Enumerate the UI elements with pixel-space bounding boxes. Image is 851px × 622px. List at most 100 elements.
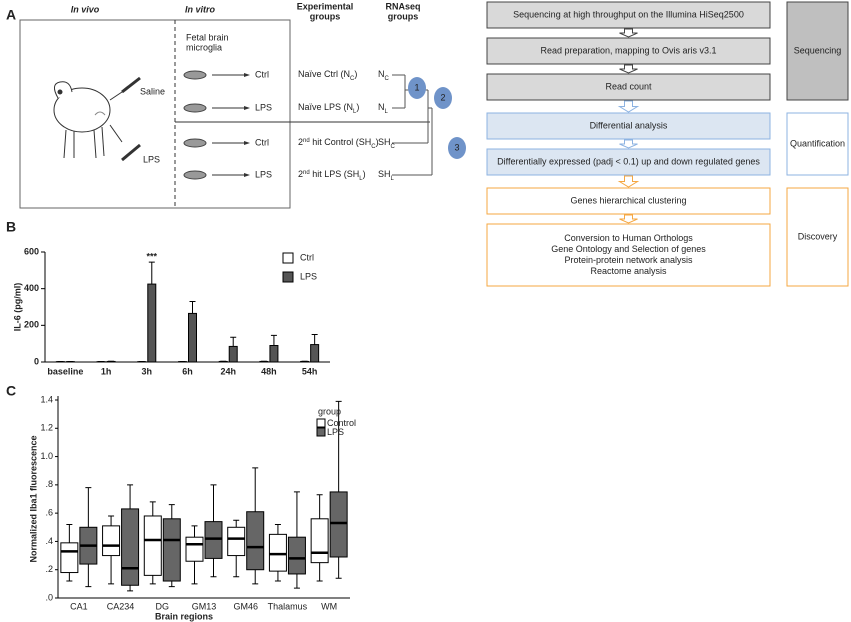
- label: Naïve Ctrl (NC​): [298, 69, 357, 81]
- text-part: nd: [303, 138, 310, 144]
- condition: LPS: [255, 169, 272, 179]
- text-part: L: [385, 109, 389, 115]
- bar: [269, 345, 279, 363]
- panel-label: B: [6, 219, 16, 235]
- text-part: ): [363, 169, 366, 179]
- text-part: ): [376, 137, 379, 147]
- x-tick-label: Thalamus: [268, 601, 308, 611]
- box: [246, 511, 265, 571]
- comparison-node: [408, 77, 426, 99]
- panel-label: A: [6, 7, 16, 23]
- flow-step: [486, 73, 771, 101]
- flow-step-text: Sequencing at high throughput on the Ill…: [513, 9, 744, 19]
- text-part: hit LPS (SH: [310, 169, 360, 179]
- y-tick-label: 1.0: [40, 451, 53, 461]
- text-part: L: [353, 109, 357, 115]
- condition: Ctrl: [255, 137, 269, 147]
- label: NL​: [378, 102, 389, 114]
- dish: [183, 138, 207, 148]
- whisker: [66, 523, 73, 582]
- box: [227, 526, 246, 557]
- whisker: [293, 491, 300, 589]
- x-tick-label: 24h: [220, 366, 236, 376]
- y-tick-label: .0: [45, 592, 53, 602]
- arrow-head: [244, 173, 250, 177]
- error-bar: [230, 336, 237, 347]
- label: NC​: [378, 69, 390, 81]
- panel-a-art: [19, 19, 430, 209]
- x-tick-label: GM46: [233, 601, 258, 611]
- text-part: SH: [378, 137, 391, 147]
- x-tick-label: 54h: [302, 366, 318, 376]
- treatment: LPS: [143, 154, 160, 164]
- text-part: C: [385, 76, 390, 82]
- flow-arrow: [619, 28, 638, 38]
- text-part: 2: [298, 137, 303, 147]
- arrow-head: [244, 73, 250, 77]
- treatment: Saline: [140, 86, 165, 96]
- y-axis-label: IL-6 (pg/ml): [12, 283, 22, 332]
- y-tick-label: 1.4: [40, 394, 53, 404]
- whisker: [168, 504, 175, 588]
- x-tick-label: 48h: [261, 366, 277, 376]
- text-part: N: [378, 102, 385, 112]
- flow-step: [486, 112, 771, 140]
- header: In vivo: [71, 4, 100, 14]
- comparison-label: 2: [440, 92, 445, 102]
- y-tick-label: .2: [45, 564, 53, 574]
- legend-label: LPS: [300, 271, 317, 281]
- comparison-label: 3: [454, 142, 459, 152]
- stage-name: Sequencing: [794, 45, 842, 55]
- comparison-node: [434, 87, 452, 109]
- text-part: L: [359, 176, 363, 182]
- whisker: [252, 467, 259, 585]
- bar: [310, 344, 320, 363]
- label: SHC​: [378, 137, 396, 149]
- text-part: 2: [298, 169, 303, 179]
- legend-label: Control: [327, 418, 356, 428]
- box: [143, 515, 162, 576]
- header: groups: [310, 11, 341, 21]
- text-part: C: [371, 144, 376, 150]
- flow-step-text: Differential analysis: [590, 120, 668, 130]
- x-tick-label: WM: [321, 601, 337, 611]
- flow-step-text: Read preparation, mapping to Ovis aris v…: [540, 45, 716, 55]
- label: 2nd​ hit Control (SHC​): [298, 137, 379, 149]
- flow-step: [486, 148, 771, 176]
- box: [268, 533, 287, 572]
- flow-arrow: [617, 100, 640, 113]
- y-axis-label: Normalized Iba1 fluorescence: [28, 435, 38, 562]
- text-part: ): [356, 102, 359, 112]
- bar: [147, 283, 157, 363]
- dish: [183, 103, 207, 113]
- x-tick-label: 3h: [142, 366, 153, 376]
- panel-label: C: [6, 383, 16, 399]
- header: RNAseq: [385, 1, 420, 11]
- x-tick-label: CA234: [107, 601, 135, 611]
- x-tick-label: 6h: [182, 366, 193, 376]
- y-tick-label: 400: [24, 283, 39, 293]
- dish: [183, 70, 207, 80]
- flow-arrow: [619, 214, 638, 224]
- legend-swatch: [282, 271, 294, 283]
- text-part: SH: [378, 169, 391, 179]
- bar: [188, 312, 197, 363]
- stage-name: Quantification: [790, 138, 845, 148]
- condition: LPS: [255, 102, 272, 112]
- box: [185, 536, 204, 562]
- error-bar: [148, 261, 155, 285]
- flow-step: [486, 37, 771, 65]
- x-axis-label: Brain regions: [155, 611, 213, 621]
- y-tick-label: 1.2: [40, 423, 53, 433]
- flow-arrow: [619, 139, 638, 149]
- whisker: [149, 501, 156, 585]
- text-part: nd: [303, 170, 310, 176]
- y-tick-label: .4: [45, 536, 53, 546]
- box: [60, 542, 79, 574]
- x-tick-label: baseline: [47, 366, 83, 376]
- arrow-head: [244, 106, 250, 110]
- cells: Fetal brain: [186, 32, 229, 42]
- text-part: hit Control (SH: [310, 137, 372, 147]
- flow-arrow: [619, 64, 638, 74]
